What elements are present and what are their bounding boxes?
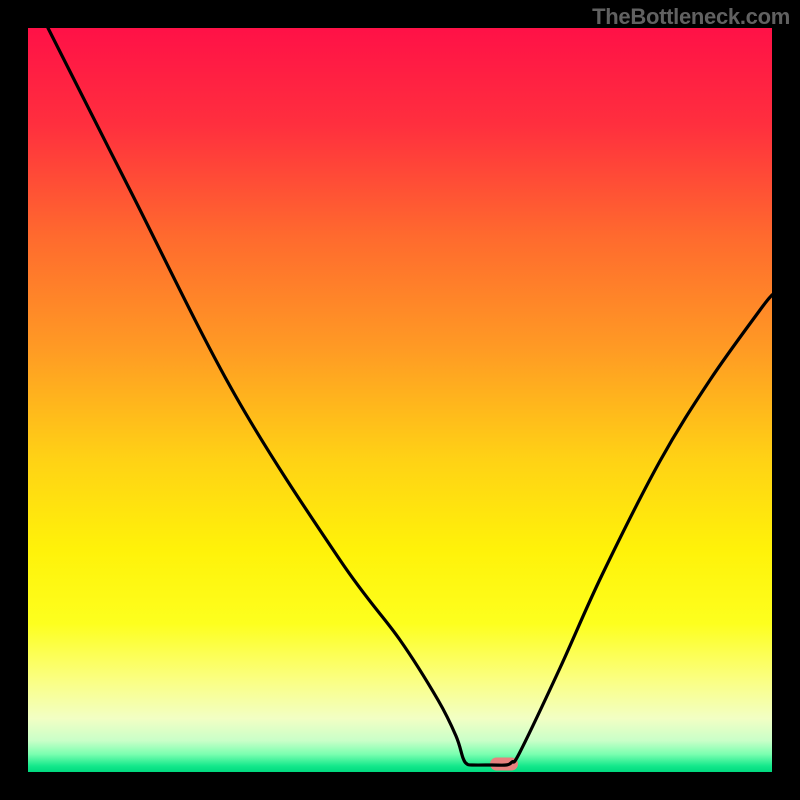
watermark-text: TheBottleneck.com xyxy=(592,4,790,30)
chart-gradient-background xyxy=(28,28,772,772)
bottleneck-chart xyxy=(0,0,800,800)
